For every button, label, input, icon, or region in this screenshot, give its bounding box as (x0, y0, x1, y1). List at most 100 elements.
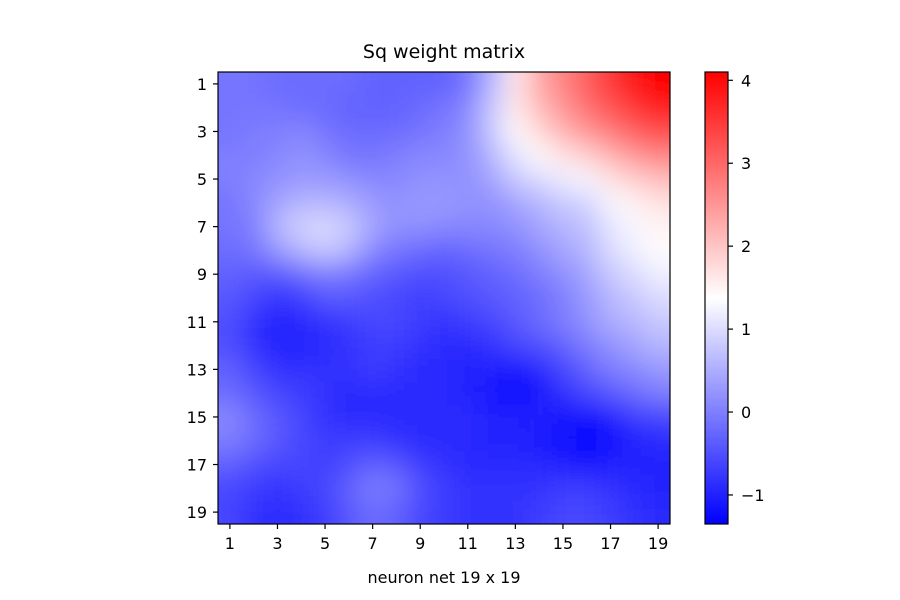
heatmap-cell (289, 357, 314, 382)
heatmap-cell (646, 405, 670, 430)
heatmap-cell (408, 72, 433, 97)
heatmap-cell (432, 405, 457, 430)
x-axis: 1 3 5 7 9 11 13 15 17 19 (225, 524, 668, 553)
heatmap-edge-padding (622, 524, 646, 548)
heatmap-cell (503, 476, 528, 501)
heatmap-cell (503, 95, 528, 121)
heatmap-cell (455, 428, 481, 454)
colorbar-tick-label: −1 (741, 486, 765, 505)
x-tick-label: 11 (458, 534, 478, 553)
heatmap-cell (289, 381, 314, 406)
heatmap-cell (455, 286, 481, 311)
heatmap-cell (336, 214, 362, 240)
x-tick-label: 5 (320, 534, 330, 553)
heatmap-cell (432, 119, 457, 144)
heatmap-cell (622, 190, 647, 216)
heatmap-cell (646, 428, 670, 454)
heatmap-edge-padding (170, 48, 194, 72)
heatmap-edge-padding (170, 215, 194, 239)
heatmap-cell (241, 500, 267, 524)
heatmap-cell (408, 405, 433, 430)
heatmap-edge-padding (218, 72, 219, 73)
heatmap-cell (289, 167, 314, 192)
heatmap-edge-padding (670, 381, 694, 405)
heatmap-cell (289, 262, 314, 287)
heatmap-cell (479, 309, 504, 335)
heatmap-cell (408, 428, 433, 454)
heatmap-edge-padding (432, 524, 456, 548)
heatmap-cell (313, 143, 338, 168)
heatmap-cell (265, 405, 290, 430)
heatmap-cell (551, 452, 576, 477)
heatmap-cell (408, 167, 433, 192)
heatmap-cell (527, 190, 552, 216)
heatmap-cell (360, 238, 386, 263)
x-tick-label: 9 (415, 534, 425, 553)
heatmap-cell (622, 286, 647, 311)
heatmap-cell (479, 452, 504, 477)
colorbar-tick-label: 2 (741, 237, 751, 256)
heatmap-cell (455, 214, 481, 240)
heatmap-cell (622, 428, 647, 454)
heatmap-cell (265, 72, 290, 97)
heatmap-edge-padding (337, 24, 361, 48)
heatmap-cell (313, 452, 338, 477)
heatmap-cell (360, 286, 386, 311)
heatmap-cell (313, 190, 338, 216)
heatmap-cell (551, 476, 576, 501)
heatmap-cell (265, 500, 290, 524)
heatmap-cell (408, 143, 433, 168)
heatmap-cell (598, 214, 623, 240)
heatmap-edge-padding (170, 548, 194, 572)
heatmap-cell (408, 357, 433, 382)
heatmap-cell (551, 119, 576, 144)
heatmap-cell (384, 405, 409, 430)
heatmap-cell (527, 119, 552, 144)
heatmap-edge-padding (242, 548, 266, 572)
heatmap-cell (527, 143, 552, 168)
heatmap-cell (360, 167, 386, 192)
y-tick-label: 5 (197, 170, 207, 189)
heatmap-cell (574, 357, 600, 382)
heatmap-cell (551, 143, 576, 168)
colorbar-tick-label: 0 (741, 403, 751, 422)
heatmap-cell (408, 238, 433, 263)
heatmap-cell (503, 309, 528, 335)
heatmap-cell (241, 452, 267, 477)
heatmap-cell (622, 333, 647, 358)
heatmap-cell (289, 143, 314, 168)
heatmap-cell (218, 357, 243, 382)
heatmap-cell (646, 190, 670, 216)
heatmap-cell (455, 167, 481, 192)
heatmap-cell (455, 500, 481, 524)
heatmap-cell (646, 357, 670, 382)
heatmap-cell (289, 333, 314, 358)
heatmap-cell (646, 286, 670, 311)
heatmap-edge-padding (670, 96, 694, 120)
plot-frame (217, 71, 671, 525)
heatmap-cell (313, 500, 338, 524)
heatmap-cell (622, 500, 647, 524)
heatmap-cell (622, 309, 647, 335)
heatmap-cell (646, 167, 670, 192)
heatmap-cell (551, 167, 576, 192)
heatmap-cell (408, 452, 433, 477)
heatmap-edge-padding (527, 548, 551, 572)
heatmap-cell (598, 500, 623, 524)
heatmap-cell (289, 238, 314, 263)
heatmap-edge-padding (385, 524, 409, 548)
heatmap-edge-padding (218, 143, 219, 168)
heatmap-cell (265, 119, 290, 144)
colorbar-tick-label: 4 (741, 71, 751, 90)
heatmap-cell (479, 357, 504, 382)
heatmap-edge-padding (313, 72, 338, 73)
heatmap-cell (408, 119, 433, 144)
heatmap-cell (598, 143, 623, 168)
heatmap-edge-padding (574, 72, 600, 73)
heatmap-cell (265, 214, 290, 240)
heatmap-cell (384, 262, 409, 287)
heatmap-cell (336, 190, 362, 216)
heatmap-cell (503, 167, 528, 192)
heatmap-cell (218, 452, 243, 477)
